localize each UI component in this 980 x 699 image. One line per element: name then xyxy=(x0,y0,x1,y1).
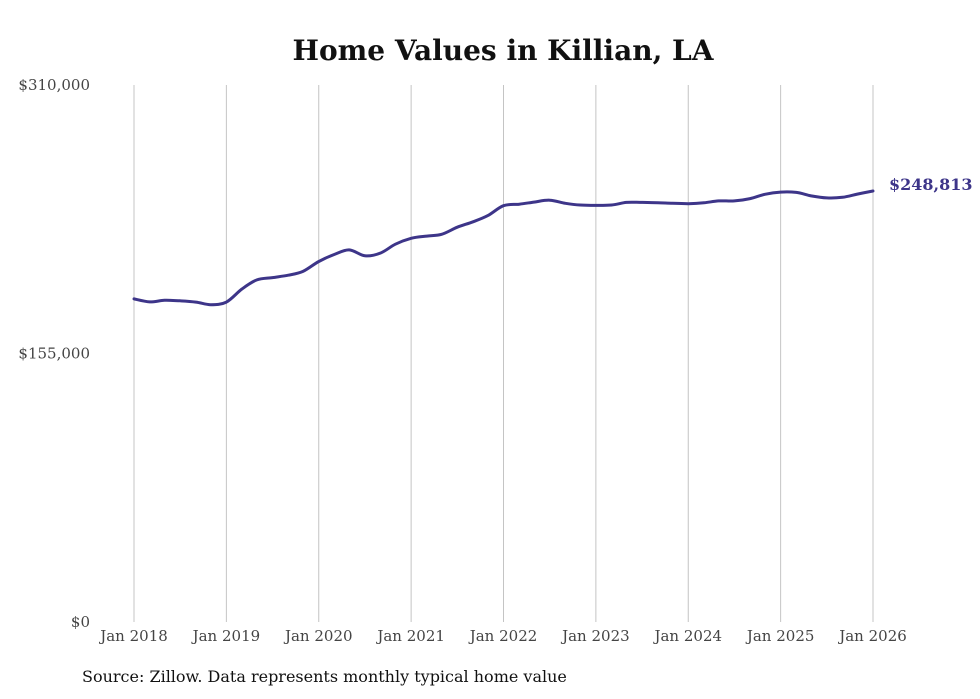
latest-value-label: $248,813 xyxy=(889,175,973,194)
y-tick-label: $155,000 xyxy=(18,345,90,363)
x-tick-label: Jan 2022 xyxy=(468,627,538,645)
x-tick-label: Jan 2021 xyxy=(375,627,445,645)
y-tick-label: $310,000 xyxy=(18,76,90,94)
x-tick-label: Jan 2020 xyxy=(283,627,353,645)
x-tick-label: Jan 2024 xyxy=(652,627,722,645)
y-axis-ticks: $0 $155,000 $310,000 xyxy=(18,76,90,631)
x-tick-label: Jan 2023 xyxy=(560,627,630,645)
x-tick-label: Jan 2026 xyxy=(837,627,907,645)
x-tick-label: Jan 2025 xyxy=(745,627,815,645)
y-tick-label: $0 xyxy=(71,613,90,631)
source-note: Source: Zillow. Data represents monthly … xyxy=(82,667,567,686)
gridlines xyxy=(133,85,874,622)
chart-title: Home Values in Killian, LA xyxy=(293,34,715,67)
x-axis-ticks: Jan 2018 Jan 2019 Jan 2020 Jan 2021 Jan 2022… xyxy=(98,627,907,645)
x-tick-label: Jan 2018 xyxy=(98,627,168,645)
x-tick-label: Jan 2019 xyxy=(191,627,261,645)
home-value-line xyxy=(132,189,875,307)
data-series xyxy=(132,189,875,307)
